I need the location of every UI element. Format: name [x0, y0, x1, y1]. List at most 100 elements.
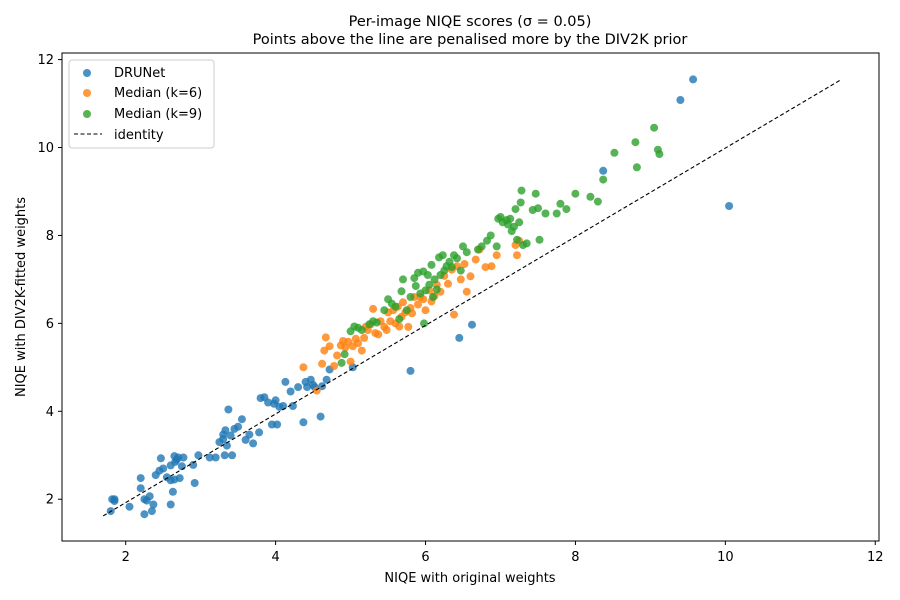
- point-median-k-9-14: [397, 287, 406, 296]
- x-tick-label: 4: [271, 550, 279, 565]
- point-median-k-6-21: [369, 304, 378, 313]
- x-tick-label: 8: [571, 550, 579, 565]
- point-median-k-9-69: [556, 199, 565, 208]
- point-drunet-75: [406, 366, 415, 375]
- point-median-k-9-60: [517, 186, 526, 195]
- point-median-k-6-26: [382, 326, 391, 334]
- point-median-k-9-12: [391, 302, 400, 311]
- point-drunet-7: [140, 510, 149, 519]
- point-drunet-81: [725, 202, 734, 210]
- point-drunet-48: [245, 430, 254, 439]
- point-median-k-9-9: [380, 306, 389, 315]
- y-axis-label: NIQE with DIV2K-fitted weights: [14, 197, 29, 397]
- point-median-k-9-46: [486, 231, 495, 240]
- point-median-k-9-26: [425, 280, 434, 289]
- point-median-k-6-40: [414, 300, 422, 309]
- legend-marker-drunet: [83, 69, 91, 77]
- point-drunet-80: [689, 75, 698, 84]
- point-drunet-70: [316, 412, 325, 421]
- point-median-k-9-8: [372, 318, 381, 327]
- point-median-k-9-23: [420, 319, 428, 328]
- point-median-k-9-62: [522, 239, 531, 248]
- point-drunet-32: [194, 451, 203, 460]
- point-median-k-6-2: [318, 359, 327, 368]
- y-tick-label: 4: [46, 405, 54, 420]
- point-drunet-39: [221, 426, 230, 435]
- point-median-k-6-6: [330, 362, 339, 370]
- point-drunet-12: [149, 500, 158, 509]
- point-median-k-6-64: [513, 251, 521, 260]
- point-drunet-43: [228, 451, 237, 460]
- point-median-k-9-5: [357, 326, 366, 334]
- x-tick-label: 10: [717, 550, 734, 565]
- point-median-k-6-23: [374, 330, 383, 339]
- point-drunet-61: [286, 387, 295, 396]
- x-tick-label: 12: [867, 550, 884, 565]
- y-tick-label: 6: [46, 317, 54, 332]
- point-drunet-38: [220, 451, 229, 460]
- point-median-k-6-56: [462, 287, 471, 296]
- x-axis-ticks: 2 4 6 8 10 12: [122, 541, 884, 565]
- y-tick-label: 10: [37, 141, 54, 156]
- point-drunet-49: [249, 439, 258, 448]
- point-median-k-6-3: [320, 346, 329, 355]
- point-median-k-9-59: [516, 198, 525, 207]
- point-median-k-9-30: [432, 285, 441, 294]
- y-tick-label: 8: [46, 229, 54, 244]
- legend-label-median-k9: Median (k=9): [114, 107, 202, 122]
- point-drunet-20: [166, 500, 175, 509]
- point-drunet-21: [168, 487, 177, 496]
- point-median-k-6-16: [357, 346, 366, 355]
- point-drunet-53: [264, 398, 273, 407]
- point-median-k-6-60: [481, 263, 490, 272]
- legend-label-median-k6: Median (k=6): [114, 86, 202, 101]
- point-median-k-9-0: [337, 358, 346, 367]
- legend-label-identity: identity: [114, 128, 164, 143]
- point-drunet-78: [599, 166, 608, 175]
- point-drunet-46: [237, 415, 246, 424]
- point-drunet-5: [136, 474, 145, 483]
- point-median-k-9-80: [655, 150, 664, 159]
- chart-title: Per-image NIQE scores (σ = 0.05): [349, 14, 592, 30]
- point-median-k-9-53: [506, 214, 515, 223]
- point-median-k-9-39: [453, 254, 461, 263]
- point-median-k-9-58: [515, 218, 524, 227]
- point-drunet-33: [205, 453, 214, 462]
- point-median-k-6-43: [421, 306, 430, 315]
- point-drunet-45: [234, 422, 243, 431]
- point-median-k-6-1: [312, 386, 321, 395]
- legend-box: [68, 59, 215, 149]
- point-drunet-62: [288, 402, 297, 410]
- y-tick-label: 2: [46, 493, 54, 508]
- x-axis-label: NIQE with original weights: [384, 571, 555, 586]
- legend: DRUNet Median (k=6) Median (k=9) identit…: [68, 59, 215, 149]
- point-median-k-9-42: [462, 248, 471, 257]
- point-median-k-9-56: [511, 205, 520, 214]
- point-median-k-9-74: [599, 175, 608, 184]
- point-median-k-6-17: [360, 333, 369, 342]
- point-median-k-9-70: [562, 205, 571, 214]
- point-median-k-9-40: [456, 266, 465, 275]
- point-median-k-9-44: [477, 242, 486, 251]
- point-median-k-6-15: [354, 339, 363, 348]
- x-tick-label: 2: [122, 550, 130, 565]
- point-median-k-9-65: [534, 204, 542, 213]
- y-axis-ticks: 2 4 6 8 10 12: [37, 53, 62, 508]
- point-median-k-9-1: [340, 350, 349, 359]
- chart-subtitle: Points above the line are penalised more…: [253, 32, 688, 48]
- point-median-k-9-47: [492, 242, 501, 251]
- point-median-k-9-27: [427, 260, 436, 269]
- point-drunet-3: [110, 495, 119, 504]
- point-drunet-56: [271, 396, 280, 405]
- point-median-k-6-62: [492, 251, 501, 260]
- point-median-k-9-64: [531, 189, 540, 198]
- point-median-k-6-52: [450, 310, 458, 319]
- point-median-k-9-28: [429, 293, 437, 301]
- point-drunet-57: [273, 420, 282, 429]
- point-median-k-6-54: [456, 275, 465, 284]
- point-median-k-9-72: [586, 192, 595, 201]
- point-drunet-42: [226, 431, 235, 440]
- point-median-k-6-4: [321, 333, 330, 342]
- point-drunet-34: [211, 453, 220, 462]
- point-drunet-64: [299, 418, 308, 427]
